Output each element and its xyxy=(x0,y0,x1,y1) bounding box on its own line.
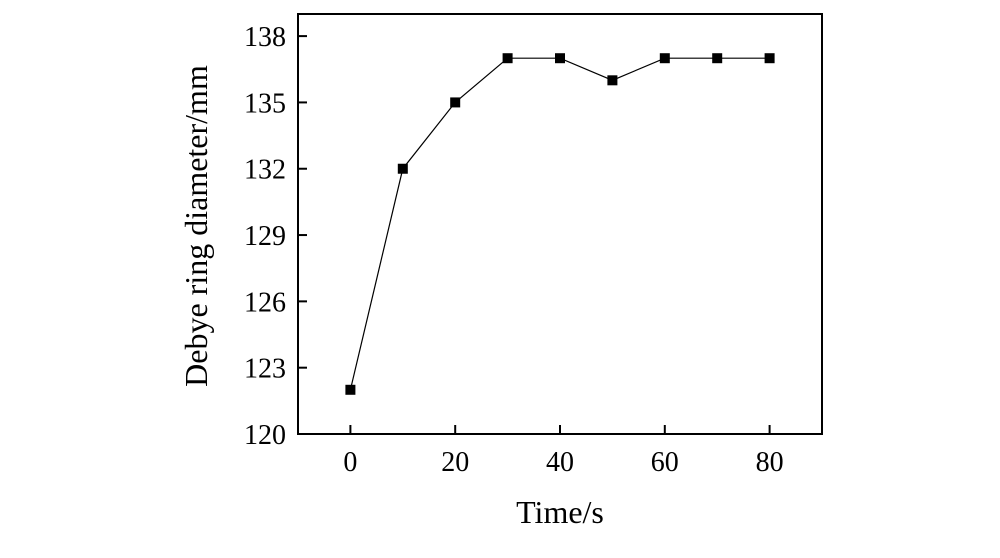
x-tick-label: 0 xyxy=(343,447,357,478)
y-axis-title: Debye ring diameter/mm xyxy=(178,65,214,387)
x-tick-label: 60 xyxy=(651,447,679,478)
x-axis-title: Time/s xyxy=(516,494,604,530)
series-line xyxy=(349,57,770,390)
data-point-marker xyxy=(607,75,618,86)
y-tick-label: 123 xyxy=(244,354,286,385)
y-tick-label: 126 xyxy=(244,287,286,318)
data-point-marker xyxy=(397,163,408,174)
data-point-marker xyxy=(764,53,775,64)
x-tick-label: 20 xyxy=(441,447,469,478)
x-tick-label: 40 xyxy=(546,447,574,478)
data-point-marker xyxy=(659,53,670,64)
y-tick-label: 129 xyxy=(244,221,286,252)
series-layer xyxy=(345,53,775,395)
y-tick-label: 120 xyxy=(244,420,286,451)
data-point-marker xyxy=(345,384,356,395)
x-tick-label: 80 xyxy=(756,447,784,478)
data-point-marker xyxy=(450,97,461,108)
y-tick-label: 132 xyxy=(244,155,286,186)
plot-frame xyxy=(297,13,823,435)
data-point-marker xyxy=(712,53,723,64)
data-point-marker xyxy=(555,53,565,64)
y-tick-label: 135 xyxy=(244,88,286,119)
y-tick-label: 138 xyxy=(244,22,286,53)
x-axis-ticks: 0 20 40 60 80 xyxy=(343,425,784,478)
data-point-marker xyxy=(502,53,513,64)
y-axis-ticks: 120 123 126 129 132 135 138 xyxy=(244,22,307,451)
